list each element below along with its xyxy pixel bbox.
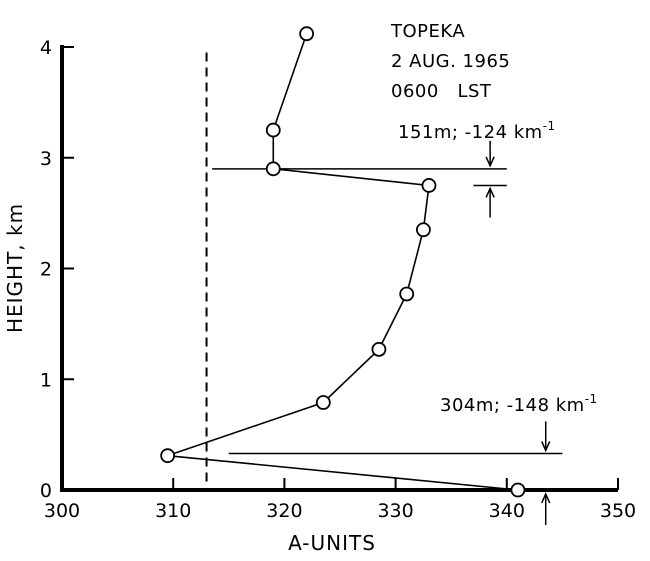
y-axis-label: HEIGHT, km xyxy=(3,203,27,333)
station-label: TOPEKA xyxy=(390,21,465,42)
plot-frame xyxy=(60,45,618,492)
series-group xyxy=(160,26,526,498)
x-tick-label: 310 xyxy=(155,500,191,522)
x-tick-label: 300 xyxy=(44,500,80,522)
lower-arrow-down-head xyxy=(541,441,551,453)
tick-labels: 300 310 320 330 340 350 0 1 2 3 4 xyxy=(40,37,636,522)
x-tick-label: 340 xyxy=(489,500,525,522)
upper-arrow-down-head xyxy=(485,156,495,168)
y-tick-label: 2 xyxy=(40,259,52,281)
data-point xyxy=(265,122,281,138)
series-line xyxy=(167,33,518,491)
lower-layer-label: 304m; -148 km-1 xyxy=(440,392,598,416)
data-point xyxy=(421,178,437,193)
data-point xyxy=(510,482,526,498)
x-tick-label: 350 xyxy=(600,500,636,522)
layer-markers xyxy=(212,140,563,525)
x-tick-label: 320 xyxy=(266,500,302,522)
axis-ticks xyxy=(61,46,619,491)
y-tick-label: 1 xyxy=(40,369,52,391)
x-tick-label: 330 xyxy=(377,500,413,522)
lower-arrow-up-head xyxy=(541,492,551,504)
data-point xyxy=(299,26,315,42)
lower-layer-text: 304m; -148 km xyxy=(440,395,585,416)
y-tick-label: 3 xyxy=(40,148,52,170)
date-label: 2 AUG. 1965 xyxy=(391,51,510,72)
y-tick-label: 0 xyxy=(40,480,52,502)
upper-arrow-up-head xyxy=(485,186,495,198)
y-tick-label: 4 xyxy=(40,37,52,59)
lower-layer-exponent: -1 xyxy=(585,392,598,406)
data-point xyxy=(399,286,415,302)
upper-layer-exponent: -1 xyxy=(543,119,556,133)
data-point xyxy=(315,395,331,410)
data-point xyxy=(265,161,281,177)
data-point xyxy=(415,222,431,238)
upper-layer-label: 151m; -124 km-1 xyxy=(398,119,556,143)
data-point xyxy=(371,341,387,357)
upper-layer-text: 151m; -124 km xyxy=(398,122,543,143)
data-point xyxy=(160,448,176,464)
x-axis-label: A-UNITS xyxy=(288,531,376,555)
time-label: 0600 LST xyxy=(391,81,492,102)
